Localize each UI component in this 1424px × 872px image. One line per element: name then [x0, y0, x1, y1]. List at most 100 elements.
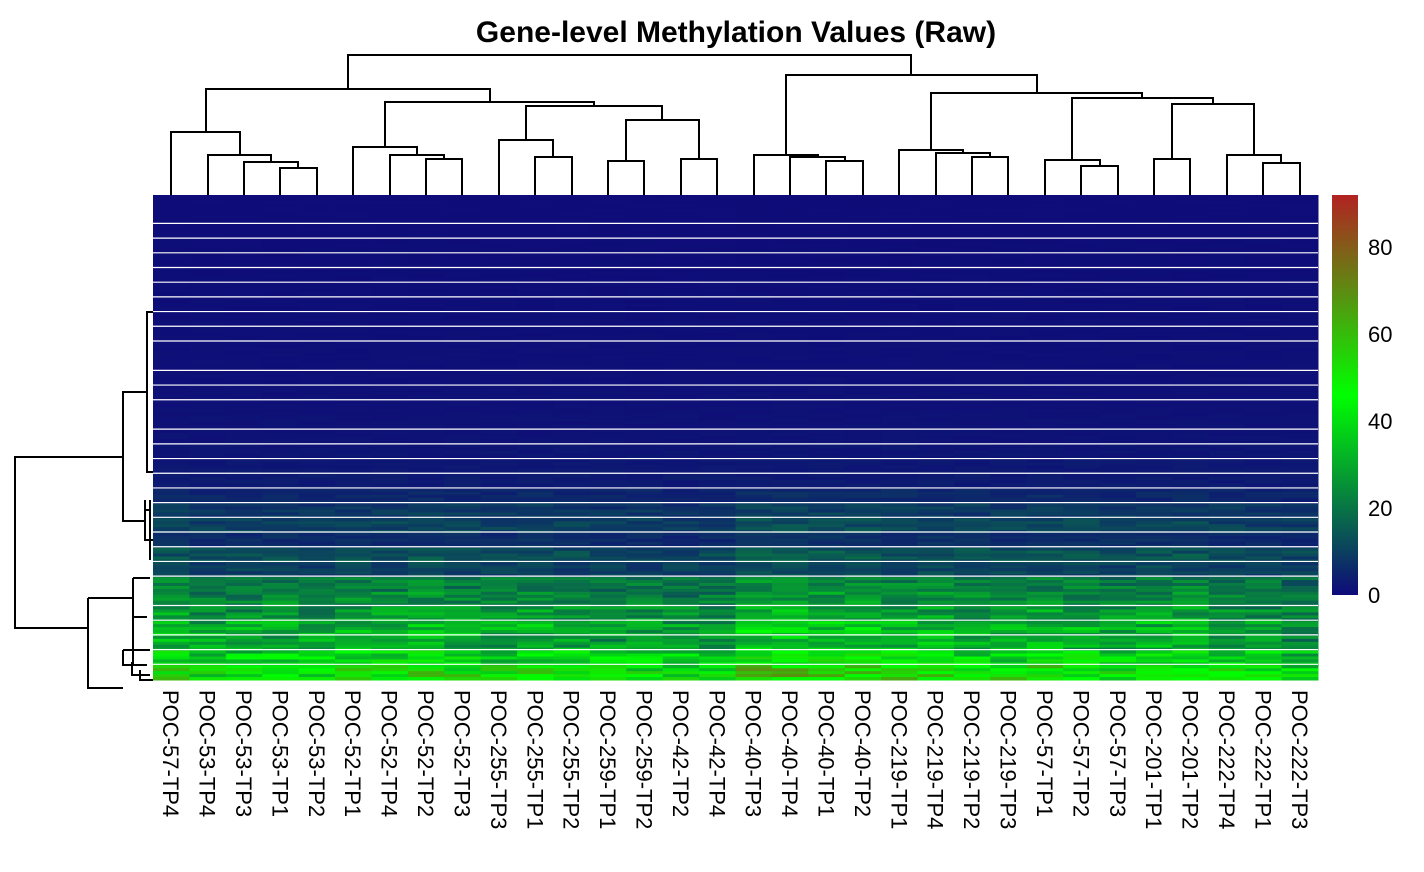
heatmap-cell [1281, 580, 1319, 584]
heatmap-cell [153, 571, 190, 575]
heatmap-cell [444, 533, 482, 537]
heatmap-cell [1245, 200, 1283, 205]
heatmap-cell [153, 386, 190, 390]
heatmap-cell [1208, 600, 1246, 605]
heatmap-cell [662, 227, 700, 231]
heatmap-cell [735, 303, 773, 308]
heatmap-cell [1208, 447, 1246, 452]
heatmap-cell [662, 635, 700, 640]
heatmap-cell [990, 227, 1028, 231]
heatmap-cell [626, 347, 664, 352]
heatmap-cell [189, 200, 227, 205]
heatmap-cell [735, 377, 773, 381]
heatmap-cell [1063, 512, 1101, 516]
heatmap-cell [1099, 650, 1137, 655]
heatmap-cell [1026, 483, 1064, 487]
heatmap-cell [189, 644, 227, 649]
heatmap-cell [1135, 565, 1173, 569]
heatmap-cell [517, 347, 554, 352]
heatmap-cell [1245, 562, 1283, 566]
heatmap-cell [589, 591, 627, 596]
heatmap-cell [881, 318, 919, 322]
heatmap-cell [990, 483, 1028, 487]
heatmap-cell [1245, 430, 1283, 434]
heatmap-cell [699, 444, 736, 449]
heatmap-cell [917, 433, 955, 437]
heatmap-cell [1172, 400, 1210, 405]
heatmap-cell [225, 597, 263, 602]
heatmap-cell [1208, 394, 1246, 399]
heatmap-cell [553, 474, 591, 478]
heatmap-cell [153, 356, 190, 361]
heatmap-cell [1172, 488, 1210, 493]
heatmap-cell [517, 627, 554, 631]
heatmap-cell [881, 459, 919, 463]
heatmap-cell [153, 506, 190, 511]
heatmap-cell [844, 450, 882, 455]
heatmap-cell [1135, 494, 1173, 499]
heatmap-cell [553, 597, 591, 602]
heatmap-cell [626, 477, 664, 481]
heatmap-cell [1026, 389, 1064, 393]
heatmap-cell [626, 377, 664, 381]
heatmap-cell [189, 292, 227, 296]
heatmap-cell [771, 274, 809, 278]
heatmap-cell [371, 447, 409, 452]
heatmap-cell [1135, 215, 1173, 220]
heatmap-cell [189, 430, 227, 434]
heatmap-cell [589, 274, 627, 278]
heatmap-cell [480, 403, 518, 408]
heatmap-cell [771, 389, 809, 393]
heatmap-cell [1208, 292, 1246, 296]
heatmap-cell [626, 286, 664, 290]
heatmap-cell [771, 597, 809, 602]
heatmap-cell [225, 333, 263, 337]
heatmap-cell [990, 195, 1028, 199]
heatmap-cell [589, 283, 627, 287]
heatmap-cell [953, 412, 991, 416]
heatmap-cell [444, 421, 482, 425]
heatmap-cell [225, 394, 263, 399]
heatmap-cell [298, 268, 336, 272]
heatmap-cell [953, 406, 991, 411]
heatmap-cell [735, 641, 773, 646]
heatmap-cell [1281, 533, 1319, 537]
heatmap-cell [153, 447, 190, 452]
heatmap-cell [298, 365, 336, 369]
heatmap-cell [225, 627, 263, 631]
heatmap-cell [735, 568, 773, 572]
heatmap-cell [189, 424, 227, 428]
heatmap-cell [225, 409, 263, 414]
heatmap-cell [1245, 391, 1283, 396]
heatmap-cell [808, 212, 846, 217]
heatmap-cell [1026, 580, 1064, 584]
heatmap-cell [953, 624, 991, 628]
heatmap-cell [1281, 259, 1319, 264]
heatmap-cell [1026, 312, 1064, 317]
heatmap-cell [262, 336, 300, 340]
heatmap-cell [1063, 480, 1101, 484]
heatmap-cell [953, 297, 991, 302]
heatmap-cell [1099, 494, 1137, 499]
heatmap-cell [480, 218, 518, 222]
heatmap-cell [1099, 365, 1137, 369]
heatmap-cell [517, 359, 554, 364]
heatmap-cell [1135, 350, 1173, 355]
heatmap-cell [771, 371, 809, 375]
heatmap-cell [480, 600, 518, 605]
heatmap-cell [1245, 506, 1283, 511]
heatmap-cell [262, 630, 300, 634]
heatmap-cell [626, 212, 664, 217]
heatmap-cell [1208, 400, 1246, 405]
heatmap-cell [881, 403, 919, 408]
heatmap-cell [262, 541, 300, 546]
heatmap-cell [371, 330, 409, 334]
heatmap-cell [225, 577, 263, 581]
heatmap-cell [953, 538, 991, 543]
heatmap-cell [990, 588, 1028, 593]
heatmap-cell [699, 594, 736, 599]
heatmap-cell [517, 203, 554, 208]
heatmap-cell [990, 447, 1028, 452]
heatmap-cell [1281, 627, 1319, 631]
heatmap-cell [917, 468, 955, 472]
